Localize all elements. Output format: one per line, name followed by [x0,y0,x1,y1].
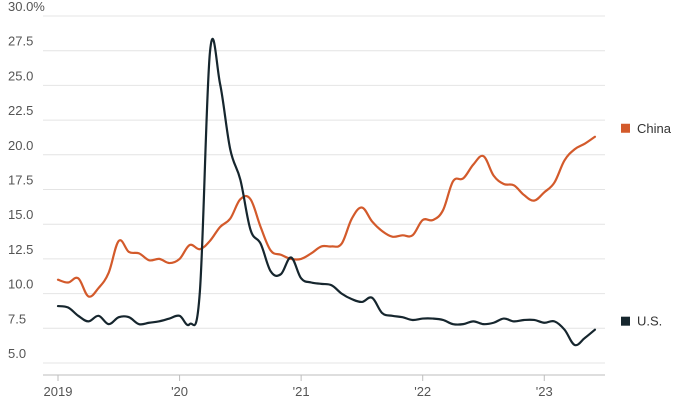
x-axis: 2019 '20 '21 '22 '23 [43,374,605,399]
legend: China U.S. [621,121,672,329]
x-tick-label: '20 [171,384,188,399]
y-axis-tick-labels: 5.0 7.5 10.0 12.5 15.0 17.5 20.0 22.5 25.0 27.5 30… [8,0,45,361]
y-tick-label: 25.0 [8,68,33,83]
y-tick-label: 12.5 [8,242,33,257]
x-tick-label: '22 [414,384,431,399]
y-tick-label: 30.0% [8,0,45,14]
x-tick-label: '23 [536,384,553,399]
y-tick-label: 17.5 [8,173,33,188]
series-lines [56,37,597,347]
y-tick-label: 10.0 [8,277,33,292]
y-tick-label: 20.0 [8,138,33,153]
y-tick-label: 5.0 [8,346,26,361]
y-tick-label: 7.5 [8,311,26,326]
legend-label-u-s: U.S. [637,314,662,329]
y-tick-label: 27.5 [8,34,33,49]
legend-swatch-china [621,123,630,133]
x-tick-label: '21 [293,384,310,399]
legend-label-china: China [637,121,672,136]
legend-swatch-u-s [621,316,630,326]
series-line-u-s [56,37,597,347]
x-tick-label: 2019 [44,384,73,399]
y-tick-label: 22.5 [8,103,33,118]
series-line-china [56,135,597,298]
y-tick-label: 15.0 [8,207,33,222]
gridlines [43,15,605,364]
